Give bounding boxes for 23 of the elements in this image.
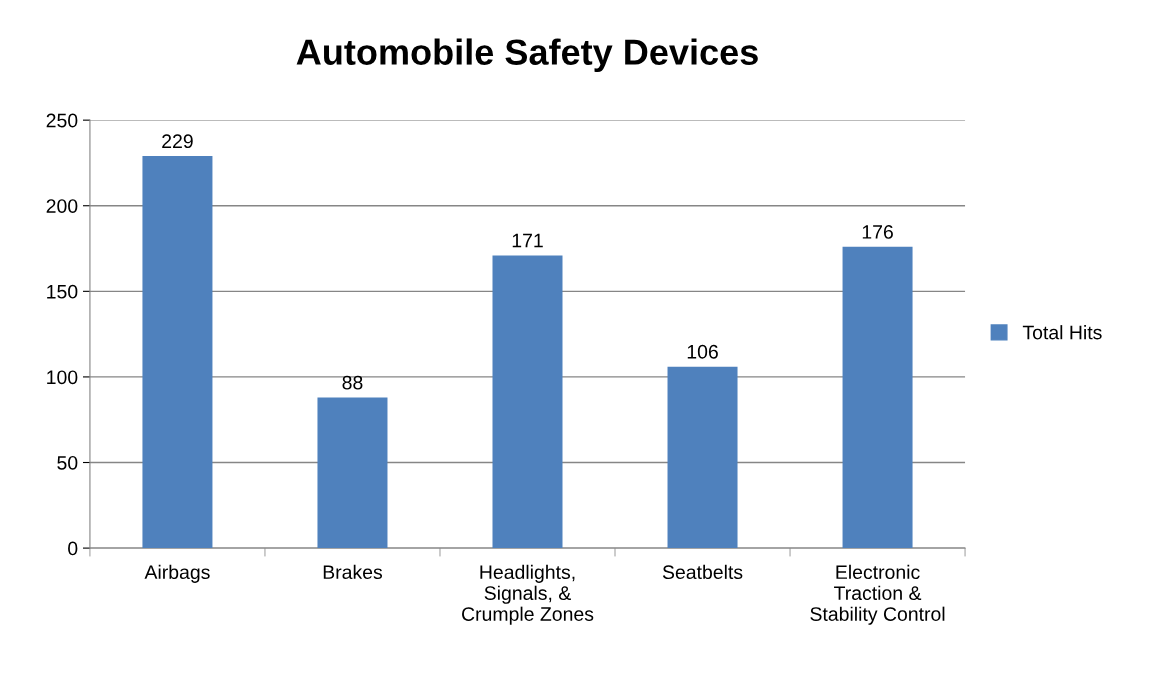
x-tick-label: Electronic Traction & Stability Control — [810, 564, 945, 625]
bar — [317, 397, 388, 549]
x-tick-label: Airbags — [144, 564, 210, 583]
bar — [667, 366, 738, 549]
data-label: 106 — [687, 344, 718, 359]
data-label: 88 — [342, 375, 363, 390]
bar — [842, 246, 913, 549]
data-label: 171 — [512, 233, 543, 248]
y-tick-label: 100 — [47, 370, 78, 385]
y-tick-label: 250 — [46, 113, 78, 128]
x-tick-label: Headlights, Signals, & Crumple Zones — [462, 564, 594, 625]
data-label: 229 — [162, 134, 193, 149]
y-tick-label: 0 — [68, 541, 78, 556]
data-label: 176 — [862, 225, 893, 239]
legend-label: Total Hits — [1022, 325, 1102, 340]
bar — [142, 156, 213, 549]
chart-title: Automobile Safety Devices — [296, 38, 758, 73]
y-tick-label: 50 — [57, 455, 78, 470]
bar — [492, 255, 563, 549]
y-tick-label: 150 — [47, 284, 78, 299]
x-tick-label: Seatbelts — [662, 564, 743, 580]
x-tick-label: Brakes — [323, 564, 383, 580]
y-tick-label: 200 — [46, 199, 78, 213]
